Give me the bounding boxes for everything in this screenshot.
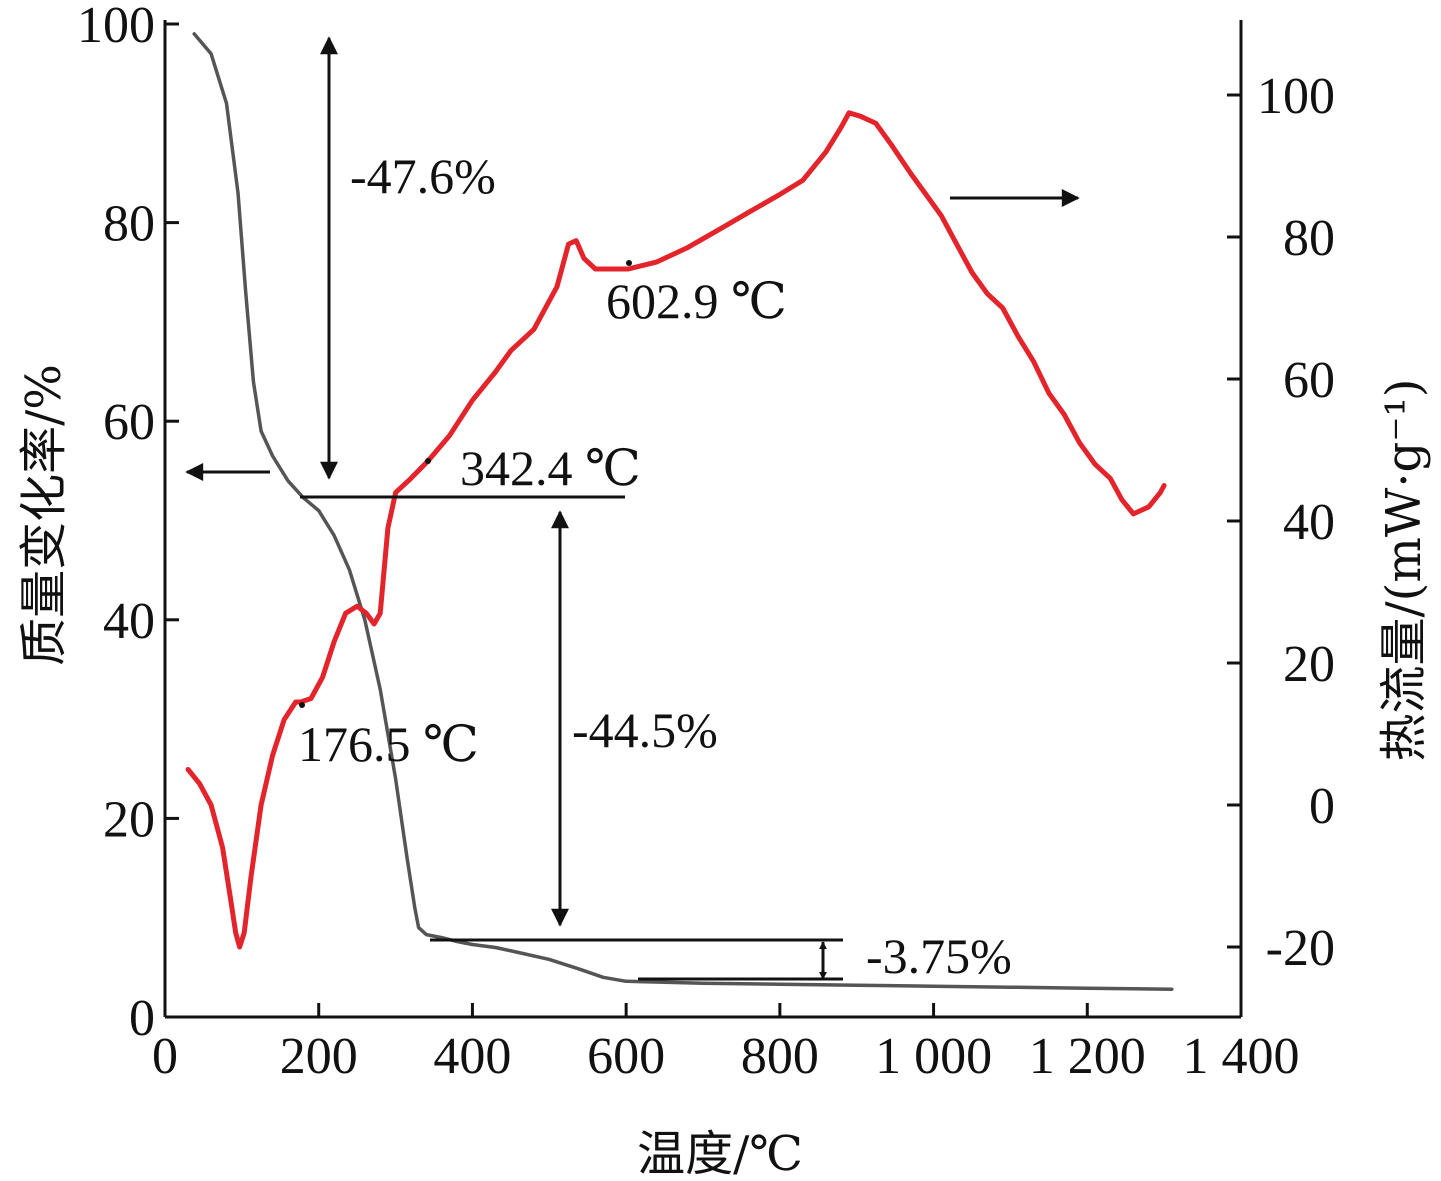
temp-602-label: 602.9 ℃ (606, 273, 787, 329)
right-y-tick-label: 0 (1309, 778, 1335, 835)
right-y-tick-label: -20 (1266, 920, 1335, 977)
mass-change-curve (192, 32, 1174, 991)
heat-flow-curve (185, 110, 1167, 950)
mass-loss-3-label: -3.75% (866, 928, 1012, 984)
x-tick-label: 0 (152, 1028, 178, 1085)
x-tick-label: 600 (587, 1028, 665, 1085)
temp-342-label: 342.4 ℃ (460, 440, 641, 496)
right-y-ticks: -20 0 20 40 60 80 100 (1227, 68, 1335, 977)
x-tick-label: 1 400 (1183, 1028, 1300, 1085)
marker-176 (299, 702, 305, 708)
x-axis-title: 温度/℃ (637, 1126, 803, 1181)
left-y-tick-label: 80 (103, 196, 155, 253)
mass-loss-2-label: -44.5% (572, 702, 718, 758)
mass-loss-1-label: -47.6% (350, 148, 496, 204)
x-tick-label: 200 (280, 1028, 358, 1085)
right-y-tick-label: 40 (1283, 494, 1335, 551)
temp-176-label: 176.5 ℃ (298, 716, 479, 772)
left-y-tick-label: 100 (77, 0, 155, 54)
right-y-axis-title: 热流量/(mW·g⁻¹) (1376, 378, 1432, 761)
left-y-tick-label: 60 (103, 394, 155, 451)
right-y-tick-label: 80 (1283, 210, 1335, 267)
left-y-axis-title: 质量变化率/% (16, 364, 72, 666)
left-y-tick-label: 0 (129, 990, 155, 1047)
annotation-lines (185, 36, 1080, 981)
left-y-tick-label: 20 (103, 791, 155, 848)
x-tick-label: 800 (741, 1028, 819, 1085)
x-ticks: 0 200 400 600 800 1 000 1 200 1 400 (152, 1003, 1300, 1085)
x-tick-label: 1 000 (875, 1028, 992, 1085)
axes (163, 20, 1243, 1019)
x-tick-label: 1 200 (1029, 1028, 1146, 1085)
right-y-tick-label: 20 (1283, 636, 1335, 693)
marker-602 (626, 260, 632, 266)
marker-342 (425, 458, 431, 464)
left-y-ticks: 0 20 40 60 80 100 (77, 0, 179, 1047)
right-y-tick-label: 60 (1283, 352, 1335, 409)
x-tick-label: 400 (433, 1028, 511, 1085)
right-y-tick-label: 100 (1257, 68, 1335, 125)
series-layer (185, 32, 1174, 991)
left-y-tick-label: 40 (103, 593, 155, 650)
